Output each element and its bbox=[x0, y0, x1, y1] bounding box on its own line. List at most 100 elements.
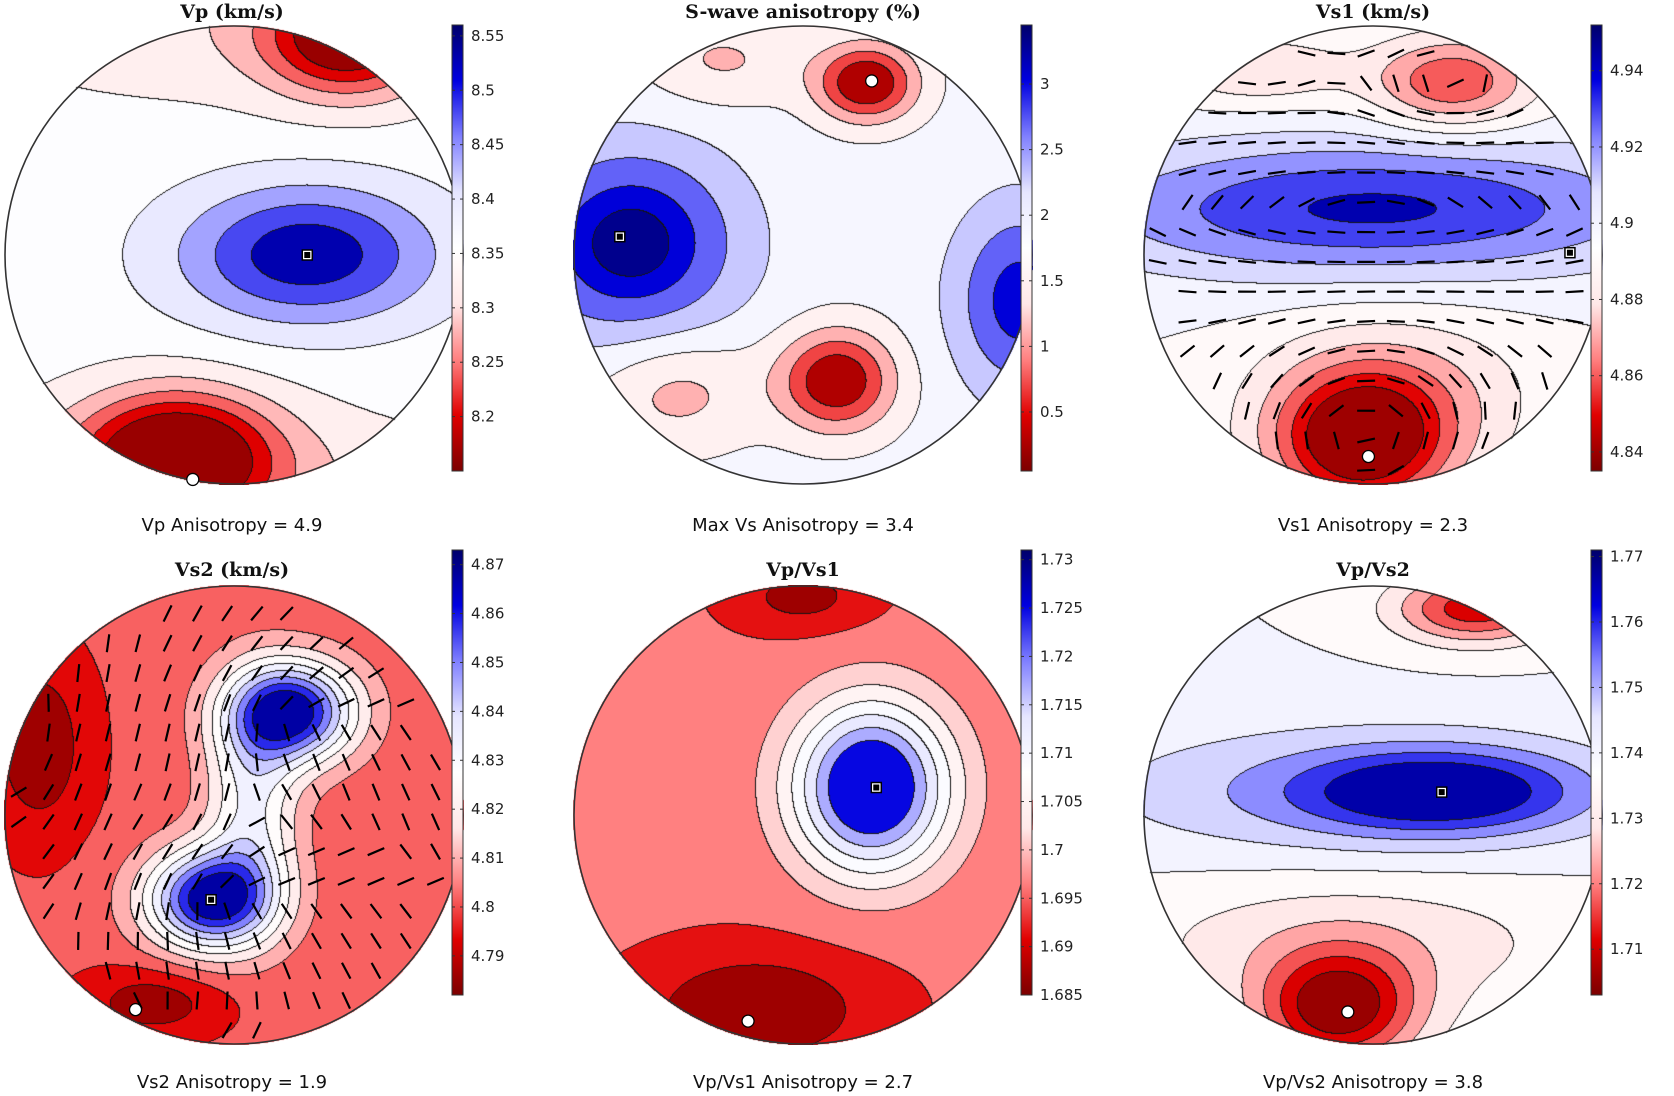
polarization-tick bbox=[224, 723, 231, 742]
polarization-tick bbox=[312, 753, 321, 772]
polarization-tick bbox=[1535, 318, 1554, 325]
colorbar-tick-label: 4.81 bbox=[471, 849, 504, 867]
polarization-tick bbox=[1476, 318, 1495, 325]
polarization-tick bbox=[1267, 260, 1286, 264]
polarization-tick bbox=[1208, 259, 1227, 265]
panel-title-s-wave-anisotropy: S-wave anisotropy (%) bbox=[685, 1, 921, 23]
polarization-tick bbox=[1386, 230, 1405, 234]
polarization-tick bbox=[164, 753, 171, 772]
min-circle-icon bbox=[1341, 1005, 1355, 1019]
colorbar-tick-label: 8.45 bbox=[471, 136, 504, 154]
polarization-tick bbox=[341, 783, 351, 801]
polarization-tick bbox=[1392, 74, 1400, 93]
colorbar-tick-label: 1.69 bbox=[1040, 938, 1073, 956]
polarization-tick bbox=[134, 723, 142, 742]
polarization-tick bbox=[1416, 260, 1435, 264]
polarization-tick bbox=[73, 813, 83, 831]
polarization-tick bbox=[308, 697, 325, 709]
max-square-icon bbox=[208, 896, 215, 903]
polarization-tick bbox=[1568, 194, 1581, 211]
polarization-tick bbox=[42, 783, 55, 801]
colorbar-vs1: 4.84 4.86 4.88 4.9 4.92 4.94 bbox=[1590, 24, 1643, 472]
polarization-tick bbox=[1565, 290, 1584, 294]
polarization-tick bbox=[310, 814, 323, 830]
polarization-tick bbox=[341, 991, 352, 1010]
polarization-tick bbox=[370, 962, 382, 980]
polarization-tick bbox=[1297, 318, 1316, 325]
colorbar-tick-label: 1.71 bbox=[1040, 744, 1073, 762]
colorbar-gradient bbox=[451, 549, 464, 996]
polarization-tick bbox=[1267, 229, 1286, 236]
panel-title-vp: Vp (km/s) bbox=[179, 1, 284, 23]
polarization-tick bbox=[1268, 196, 1285, 209]
colorbar-tick-label: 8.55 bbox=[471, 27, 504, 45]
polarization-tick bbox=[254, 753, 259, 772]
min-circle-icon bbox=[1361, 449, 1376, 464]
polarization-tick bbox=[250, 665, 263, 682]
polarization-tick bbox=[1237, 81, 1257, 86]
polarization-tick bbox=[1359, 75, 1373, 92]
polarization-tick bbox=[1300, 402, 1313, 419]
polarization-tick bbox=[1505, 259, 1525, 264]
colorbar-tick-label: 2.5 bbox=[1040, 141, 1064, 159]
polarization-tick bbox=[223, 902, 232, 921]
colorbar-tick-label: 1.73 bbox=[1610, 809, 1643, 827]
panel-caption-s-wave-anisotropy: Max Vs Anisotropy = 3.4 bbox=[692, 515, 914, 536]
polarization-tick bbox=[1238, 228, 1257, 236]
polarization-tick bbox=[1210, 194, 1224, 210]
polarization-tick bbox=[1327, 141, 1346, 145]
polarization-tick bbox=[1387, 48, 1405, 59]
polarization-tick bbox=[279, 665, 294, 681]
polarization-tick bbox=[250, 635, 264, 652]
polarization-tick bbox=[1208, 140, 1227, 145]
polarization-tick bbox=[1479, 372, 1491, 390]
polarization-tick bbox=[135, 961, 141, 980]
polarization-tick bbox=[283, 723, 291, 742]
polarization-tick bbox=[221, 605, 234, 622]
polarization-tick bbox=[1476, 109, 1495, 117]
polarization-tick bbox=[399, 724, 412, 741]
polarization-tick bbox=[1267, 80, 1286, 86]
polarization-tick bbox=[104, 783, 113, 801]
colorbar-tick-label: 1.73 bbox=[1040, 551, 1073, 569]
polarization-tick bbox=[307, 877, 326, 886]
polarization-tick bbox=[1565, 259, 1584, 265]
polarization-tick bbox=[279, 695, 294, 711]
colorbar-tick-label: 4.94 bbox=[1610, 62, 1643, 80]
polarization-tick bbox=[1505, 141, 1525, 145]
colorbar-tick-label: 4.8 bbox=[471, 898, 495, 916]
colorbar-tick-label: 4.86 bbox=[471, 605, 504, 623]
polarization-tick bbox=[162, 872, 173, 891]
polarization-tick bbox=[42, 873, 55, 890]
colorbar-tick-label: 1 bbox=[1040, 337, 1050, 355]
colorbar-tick-label: 1.725 bbox=[1040, 599, 1083, 617]
polarization-tick bbox=[1446, 170, 1465, 175]
polarization-tick bbox=[192, 813, 203, 831]
polarization-tick bbox=[1357, 49, 1375, 58]
polarization-tick bbox=[340, 932, 352, 950]
polarization-tick bbox=[132, 813, 144, 831]
polarization-tick bbox=[1178, 259, 1197, 265]
colorbar-tick-label: 4.83 bbox=[471, 751, 504, 769]
polarization-tick bbox=[1565, 318, 1584, 325]
polarization-tick bbox=[165, 902, 170, 921]
panel-caption-vp-vs2: Vp/Vs2 Anisotropy = 3.8 bbox=[1263, 1072, 1483, 1093]
colorbar-vp: 8.2 8.25 8.3 8.35 8.4 8.45 8.5 8.55 bbox=[451, 24, 504, 472]
polarization-tick bbox=[430, 753, 441, 771]
max-marker-vp bbox=[301, 249, 314, 261]
polarization-tick bbox=[1327, 171, 1346, 175]
polarization-tick bbox=[253, 961, 261, 980]
polarization-tick bbox=[1446, 229, 1465, 235]
polarization-tick bbox=[279, 635, 294, 651]
polarization-tick bbox=[1268, 345, 1285, 357]
polarization-tick bbox=[1297, 260, 1316, 264]
polarization-tick bbox=[132, 843, 144, 861]
polarization-tick bbox=[1416, 110, 1435, 117]
polarization-tick bbox=[371, 753, 381, 771]
polarization-tick bbox=[399, 932, 412, 950]
min-circle-icon bbox=[741, 1014, 755, 1028]
polarization-tick bbox=[367, 847, 385, 857]
polarization-tick bbox=[1243, 401, 1251, 420]
colorbar-gradient bbox=[1020, 549, 1033, 996]
polarization-tick bbox=[1297, 79, 1316, 87]
